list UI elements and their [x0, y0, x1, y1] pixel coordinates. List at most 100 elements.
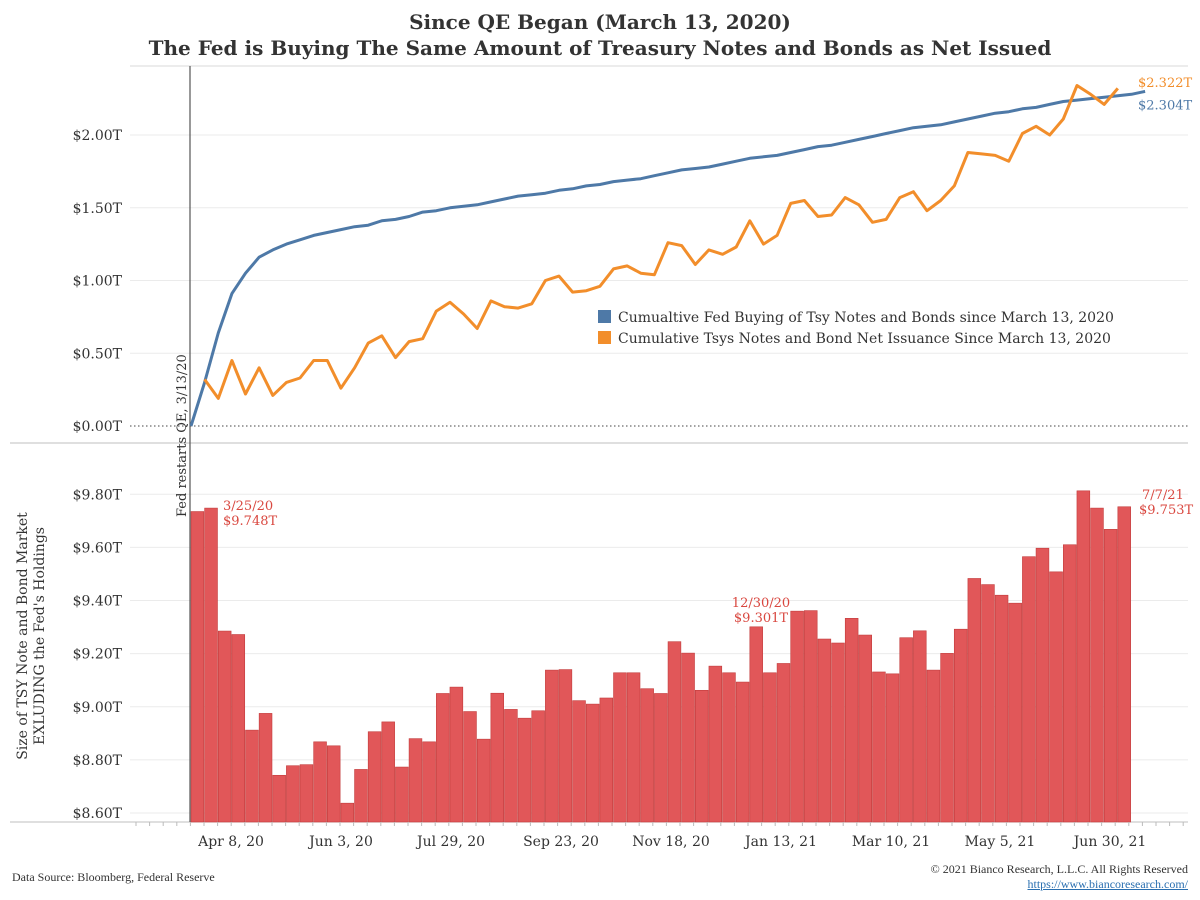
annotation-date: 3/25/20 [223, 499, 273, 514]
bar [613, 672, 627, 823]
bar [735, 681, 750, 823]
bar [231, 634, 246, 823]
x-tick-label: Nov 18, 20 [632, 834, 710, 850]
bar [245, 729, 259, 823]
bar [272, 774, 286, 823]
issuance-end-label: $2.322T [1138, 76, 1192, 91]
bar [817, 638, 832, 823]
bar [367, 731, 382, 823]
bar [217, 630, 232, 823]
x-tick-label: Jun 30, 21 [1072, 834, 1147, 850]
top-y-tick-label: $2.00T [73, 128, 123, 144]
bar [463, 711, 477, 823]
bar [1008, 602, 1022, 823]
bottom-y-tick-label: $9.60T [73, 540, 123, 556]
bar [831, 642, 845, 823]
bar [572, 700, 586, 823]
bar [858, 634, 872, 823]
net-issuance-line [203, 84, 1119, 400]
bar [545, 669, 559, 823]
bar [953, 628, 968, 823]
bar [340, 802, 355, 823]
bottom-y-tick-label: $8.60T [73, 806, 123, 822]
legend-swatch-issuance [598, 331, 611, 344]
bar [381, 721, 395, 823]
bar [1035, 547, 1050, 823]
bottom-y-axis-title-line2: EXLUDING the Fed's Holdings [32, 527, 48, 745]
bar [354, 769, 368, 823]
annotation-value: $9.301T [734, 611, 788, 626]
annotation-value: $9.748T [223, 514, 277, 529]
bar [313, 741, 327, 823]
annotation-value: $9.753T [1139, 503, 1193, 518]
bar [1103, 529, 1118, 823]
bar [899, 637, 913, 823]
bar [763, 672, 777, 823]
copyright: © 2021 Bianco Research, L.L.C. All Right… [930, 862, 1188, 876]
bottom-y-tick-label: $9.80T [73, 487, 123, 503]
data-source: Data Source: Bloomberg, Federal Reserve [12, 870, 215, 884]
bar [1063, 544, 1077, 823]
chart-title-line2: The Fed is Buying The Same Amount of Tre… [148, 36, 1052, 60]
top-y-tick-label: $1.50T [73, 201, 123, 217]
top-y-tick-label: $1.00T [73, 274, 123, 290]
bar [749, 626, 763, 823]
x-tick-label: Jan 13, 21 [743, 834, 817, 850]
bar [1076, 490, 1091, 823]
bar [722, 672, 736, 823]
bar [872, 671, 886, 823]
bar [517, 717, 532, 823]
legend-swatch-fed [598, 310, 611, 323]
bar [449, 686, 464, 823]
annotation-date: 12/30/20 [732, 596, 790, 611]
bar [994, 594, 1009, 823]
bottom-y-tick-label: $9.40T [73, 594, 123, 610]
bar [436, 693, 450, 823]
bottom-y-tick-label: $9.00T [73, 700, 123, 716]
bar [1022, 556, 1036, 823]
bar [531, 710, 545, 823]
top-y-tick-label: $0.50T [73, 346, 123, 362]
bar [504, 709, 518, 823]
legend-label-fed: Cumualtive Fed Buying of Tsy Notes and B… [618, 310, 1114, 326]
bar [585, 703, 600, 823]
fed-buying-line [189, 89, 1146, 427]
bar [695, 689, 709, 823]
bar [913, 630, 927, 823]
bar [681, 652, 695, 823]
bottom-y-tick-label: $8.80T [73, 753, 123, 769]
annotation-date: 7/7/21 [1142, 488, 1184, 503]
bar [940, 653, 954, 823]
bar [599, 697, 614, 823]
bar [1049, 571, 1063, 823]
x-tick-label: Jun 3, 20 [307, 834, 373, 850]
x-tick-label: Apr 8, 20 [197, 834, 264, 850]
bar [776, 663, 791, 823]
legend-label-issuance: Cumulative Tsys Notes and Bond Net Issua… [618, 331, 1111, 347]
bar [640, 688, 654, 823]
bar [190, 511, 205, 823]
fed-end-label: $2.304T [1138, 98, 1192, 113]
bar [844, 618, 859, 823]
x-tick-label: Sep 23, 20 [523, 834, 599, 850]
bar [967, 578, 982, 823]
bar [408, 738, 423, 823]
bar [299, 764, 314, 823]
bar [286, 765, 300, 823]
bar [981, 584, 995, 823]
chart-title-line1: Since QE Began (March 13, 2020) [409, 10, 791, 34]
bar [204, 507, 218, 823]
bar [926, 669, 941, 823]
bar [258, 713, 273, 823]
bar [667, 641, 682, 823]
bar [326, 745, 341, 823]
bottom-y-axis-title-line1: Size of TSY Note and Bond Market [15, 512, 31, 760]
qe-start-label: Fed restarts QE, 3/13/20 [175, 354, 190, 517]
bar [422, 741, 436, 823]
website-link[interactable]: https://www.biancoresearch.com/ [1027, 877, 1188, 891]
top-y-tick-label: $0.00T [73, 419, 123, 435]
bar [490, 692, 504, 823]
bar [1117, 506, 1131, 823]
x-tick-label: Mar 10, 21 [852, 834, 930, 850]
